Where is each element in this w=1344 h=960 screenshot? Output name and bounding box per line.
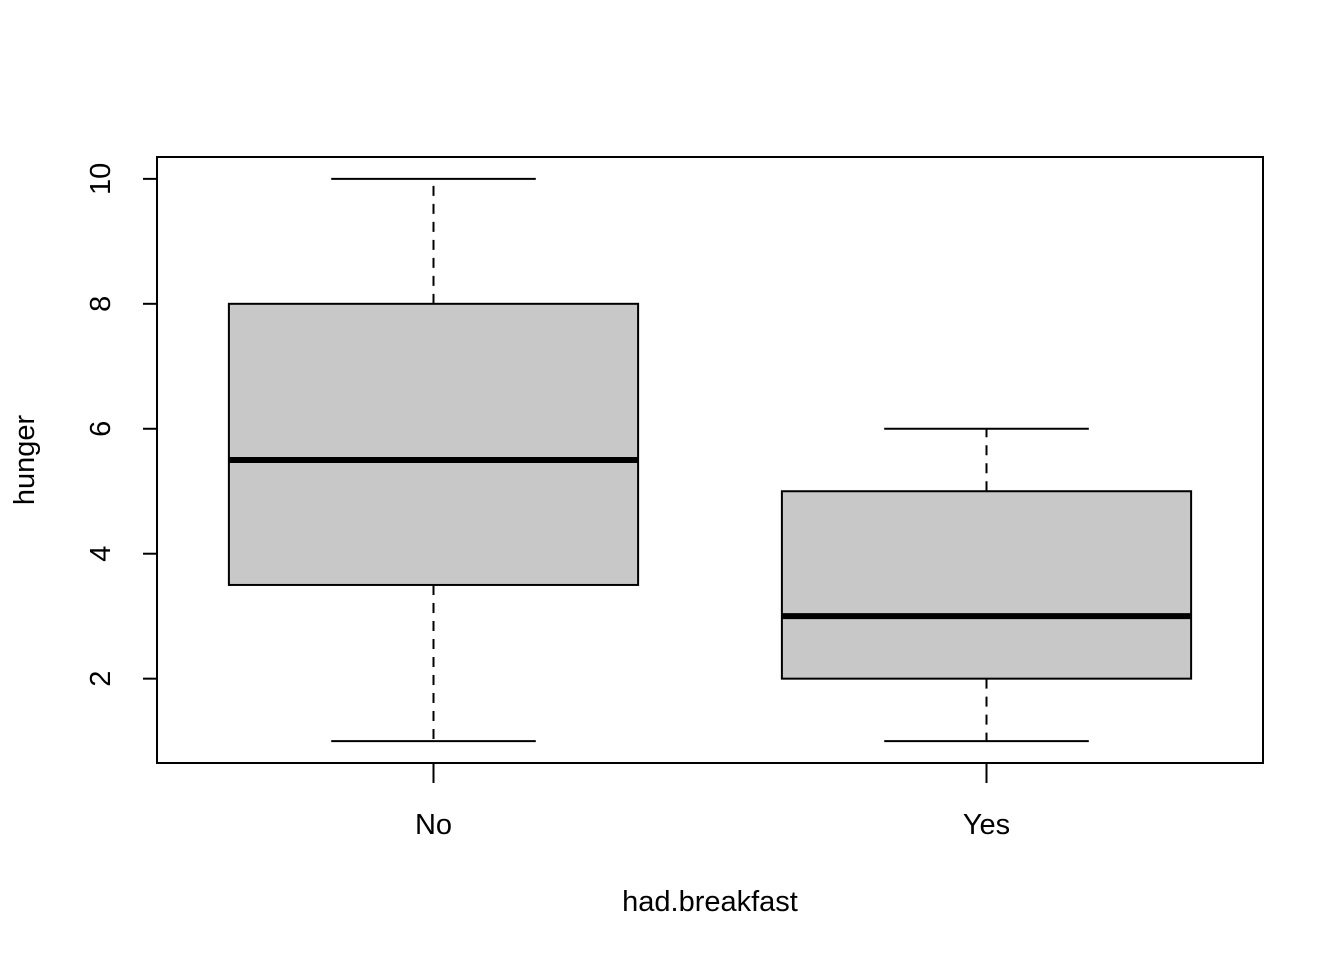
y-tick-label: 6 <box>85 421 117 437</box>
plot-frame <box>156 156 1264 764</box>
x-axis-title: had.breakfast <box>622 886 798 918</box>
x-tick-label: No <box>415 809 452 841</box>
box-no <box>227 177 640 743</box>
boxes-layer <box>227 177 1193 743</box>
x-tick-label: Yes <box>963 809 1010 841</box>
interquartile-box <box>227 302 640 586</box>
y-tick-label: 8 <box>85 296 117 312</box>
interquartile-box <box>780 490 1193 680</box>
y-tick-label: 4 <box>85 546 117 562</box>
y-axis: 2 4 6 8 10 <box>85 163 157 687</box>
y-axis-title: hunger <box>9 415 41 506</box>
box-yes <box>780 427 1193 743</box>
y-tick-label: 2 <box>85 671 117 687</box>
x-axis: No Yes <box>415 763 1010 841</box>
y-tick-label: 10 <box>85 163 117 195</box>
